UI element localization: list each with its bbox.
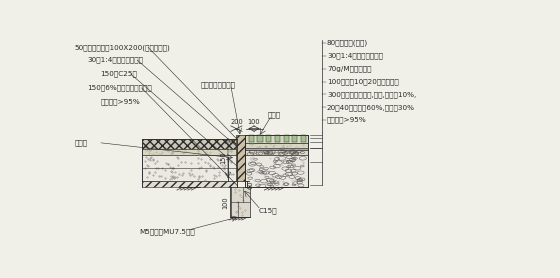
- Text: 竖砌接褐色水泥砖: 竖砌接褐色水泥砖: [200, 81, 235, 88]
- Bar: [231, 187, 250, 217]
- Text: 30厚1:4干硬性水泥砂浆: 30厚1:4干硬性水泥砂浆: [327, 53, 383, 59]
- Text: 100: 100: [248, 119, 260, 125]
- Text: 30厚1:4干硬性水泥砂浆: 30厚1:4干硬性水泥砂浆: [87, 57, 143, 63]
- Text: 150: 150: [220, 152, 226, 164]
- Bar: [283, 135, 289, 142]
- Bar: [245, 135, 308, 143]
- Bar: [245, 143, 308, 148]
- Bar: [245, 148, 308, 150]
- Bar: [292, 135, 297, 142]
- Text: 80厚植草砖(绿色): 80厚植草砖(绿色): [327, 40, 368, 46]
- Text: 150厚C25砼: 150厚C25砼: [100, 71, 137, 77]
- Bar: [142, 181, 237, 187]
- Text: 300厚级配沙石垫层,其中,中粗砂10%,: 300厚级配沙石垫层,其中,中粗砂10%,: [327, 91, 416, 98]
- Bar: [245, 150, 308, 155]
- Bar: [236, 135, 245, 181]
- Bar: [142, 149, 237, 155]
- Text: 20～40粒径碎石60%,粘性土30%: 20～40粒径碎石60%,粘性土30%: [327, 104, 415, 111]
- Text: 缝装二: 缝装二: [74, 139, 87, 146]
- Text: 植草孔: 植草孔: [268, 111, 281, 118]
- Bar: [142, 139, 237, 149]
- Text: 100: 100: [222, 196, 228, 209]
- Bar: [301, 135, 306, 142]
- Bar: [275, 135, 280, 142]
- Text: 200: 200: [230, 119, 243, 125]
- Text: 素土夯实>95%: 素土夯实>95%: [327, 117, 367, 123]
- Text: M5砂浆砌MU7.5红砖: M5砂浆砌MU7.5红砖: [139, 229, 195, 235]
- Text: 60: 60: [248, 180, 254, 188]
- Text: C15砼: C15砼: [259, 208, 277, 214]
- Bar: [249, 135, 254, 142]
- Bar: [266, 135, 272, 142]
- Text: 素土夯实>95%: 素土夯实>95%: [100, 99, 140, 105]
- Bar: [245, 155, 308, 187]
- Text: 50厚彩色水泥砖100X200(图案见平面): 50厚彩色水泥砖100X200(图案见平面): [74, 44, 170, 51]
- Bar: [258, 135, 263, 142]
- Text: 100厚粒坚10～20陶粒滤水层: 100厚粒坚10～20陶粒滤水层: [327, 78, 399, 85]
- Text: 70g/M无纺布一层: 70g/M无纺布一层: [327, 65, 371, 72]
- Bar: [142, 155, 237, 181]
- Text: 150厚6%水泥石粉渣稳定层: 150厚6%水泥石粉渣稳定层: [87, 85, 152, 91]
